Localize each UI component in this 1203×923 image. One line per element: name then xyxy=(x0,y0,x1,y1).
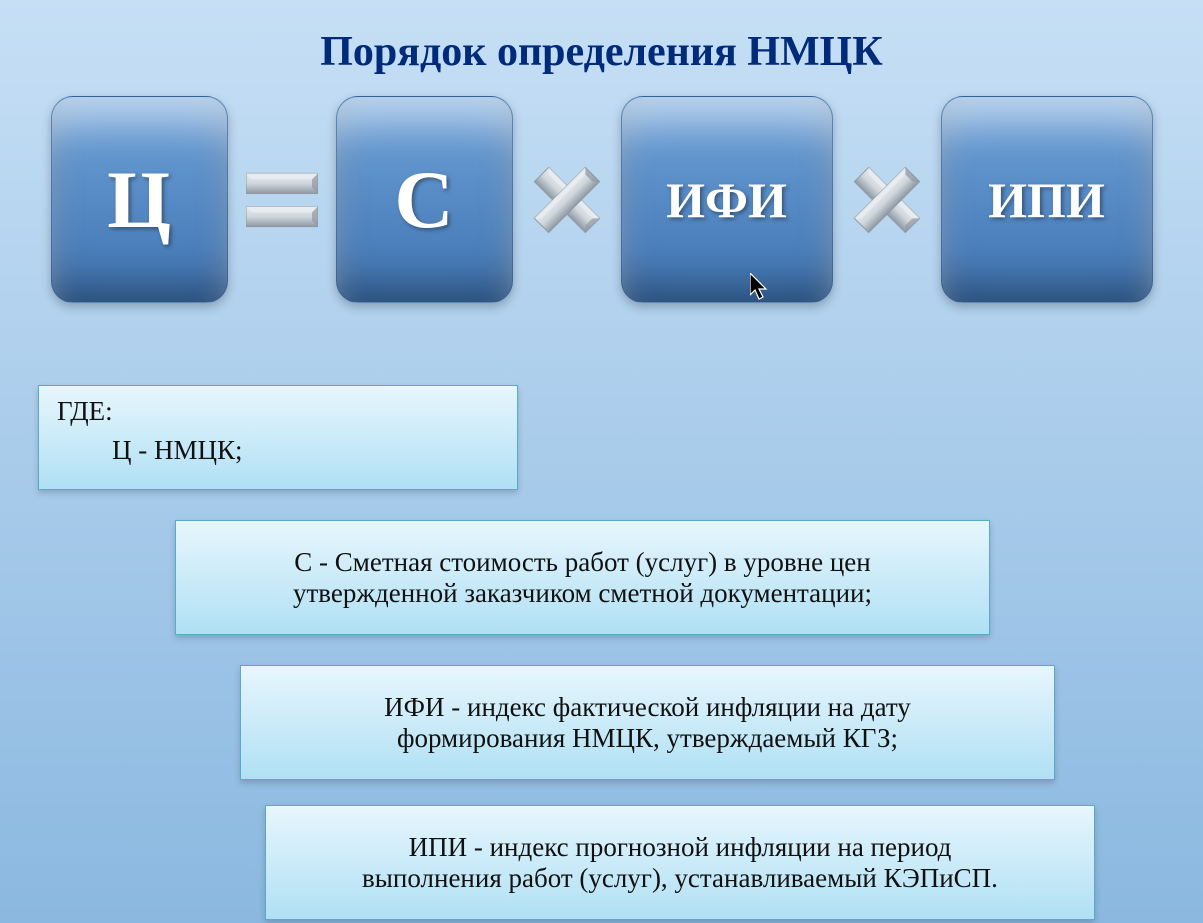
legend-line1-1: С - Сметная стоимость работ (услуг) в ур… xyxy=(294,547,870,578)
slide-title: Порядок определения НМЦК xyxy=(0,28,1203,76)
legend-box-2: ИФИ - индекс фактической инфляции на дат… xyxy=(240,665,1055,780)
legend-box-0: ГДЕ: Ц - НМЦК; xyxy=(38,385,518,490)
legend-line1-2: ИФИ - индекс фактической инфляции на дат… xyxy=(384,692,911,723)
legend-term-ts: Ц - НМЦК; xyxy=(57,435,243,466)
formula-box-ИПИ: ИПИ xyxy=(941,96,1153,303)
multiply-icon xyxy=(851,164,923,236)
legend-where-label: ГДЕ: xyxy=(57,396,113,427)
legend-line1-3: ИПИ - индекс прогнозной инфляции на пери… xyxy=(409,832,952,863)
formula-box-С: С xyxy=(336,96,513,303)
formula-box-ИФИ: ИФИ xyxy=(621,96,833,303)
formula-row: Ц С xyxy=(0,96,1203,303)
legend-box-1: С - Сметная стоимость работ (услуг) в ур… xyxy=(175,520,990,635)
formula-box-Ц: Ц xyxy=(51,96,228,303)
legend-box-3: ИПИ - индекс прогнозной инфляции на пери… xyxy=(265,805,1095,920)
legend-line2-3: выполнения работ (услуг), устанавливаемы… xyxy=(362,863,998,894)
legend-line2-2: формирования НМЦК, утверждаемый КГЗ; xyxy=(397,723,898,754)
equals-icon xyxy=(246,164,318,236)
legend-line2-1: утвержденной заказчиком сметной документ… xyxy=(293,578,872,609)
multiply-icon xyxy=(531,164,603,236)
